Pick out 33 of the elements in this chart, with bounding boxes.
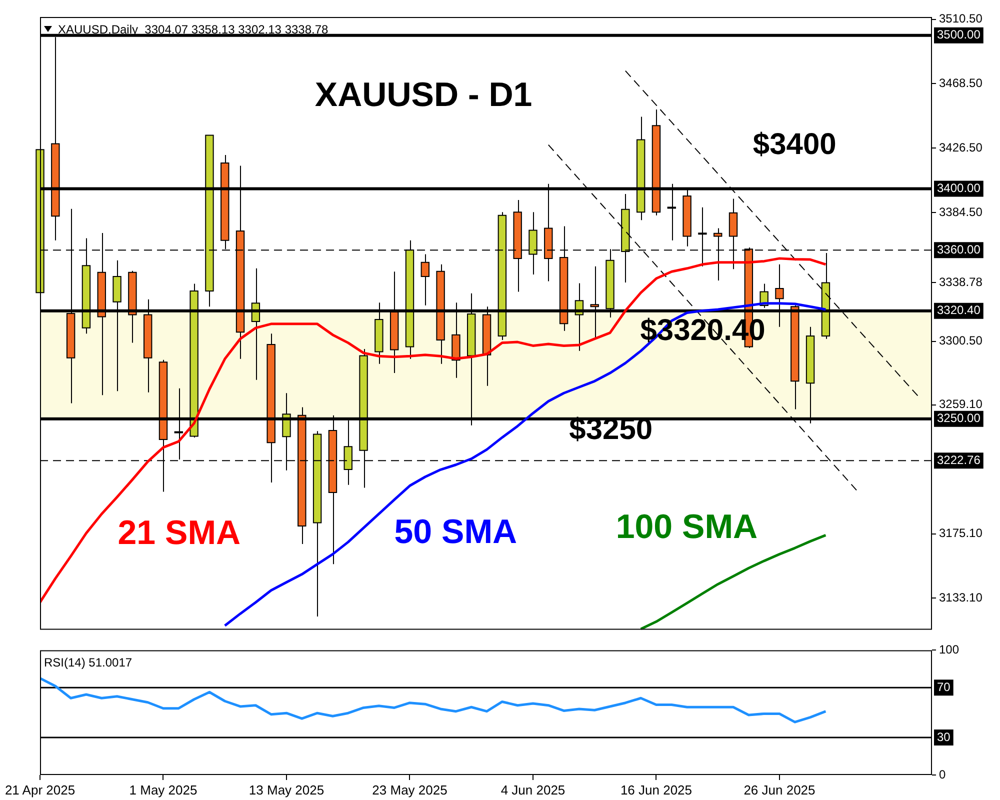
annotation: $3400 bbox=[752, 128, 836, 161]
ref-line-label: 3222.76 bbox=[937, 452, 981, 467]
x-tick-label: 16 Jun 2025 bbox=[620, 782, 692, 798]
series-label: 21 SMA bbox=[118, 514, 241, 552]
y-tick-label: 100 bbox=[939, 642, 960, 657]
y-tick-label: 3175.10 bbox=[939, 526, 983, 540]
ref-line-label: 3250.00 bbox=[937, 411, 981, 426]
x-tick-label: 21 Apr 2025 bbox=[4, 782, 76, 798]
y-tick-label: 3384.50 bbox=[939, 204, 983, 219]
y-tick-label: 3510.50 bbox=[939, 12, 983, 26]
ref-line-label: 70 bbox=[937, 680, 951, 694]
series-label: 50 SMA bbox=[394, 512, 518, 551]
x-tick-label: 23 May 2025 bbox=[372, 782, 448, 798]
x-tick-label: 13 May 2025 bbox=[248, 782, 324, 798]
y-tick-label: 3133.10 bbox=[939, 590, 983, 605]
y-tick-label: 3259.10 bbox=[939, 397, 983, 412]
series-label: 100 SMA bbox=[616, 508, 758, 546]
y-tick-label: 3338.78 bbox=[939, 275, 983, 290]
y-tick-label: 0 bbox=[939, 767, 946, 782]
y-tick-label: 3300.50 bbox=[939, 334, 983, 348]
ref-line-label: 3360.00 bbox=[937, 242, 981, 256]
y-tick-label: 3468.50 bbox=[939, 76, 983, 90]
text: RSI(14) 51.0017 bbox=[44, 656, 132, 670]
x-tick-label: 4 Jun 2025 bbox=[500, 782, 566, 798]
ref-line-label: 3320.40 bbox=[937, 303, 981, 318]
ref-line-label: 3500.00 bbox=[937, 28, 981, 42]
x-tick-label: 26 Jun 2025 bbox=[744, 782, 816, 798]
ref-line-label: 30 bbox=[937, 730, 951, 744]
text: XAUUSD - D1 bbox=[314, 76, 532, 114]
x-tick-label: 1 May 2025 bbox=[129, 782, 198, 798]
ref-line-label: 3400.00 bbox=[937, 181, 981, 196]
text: XAUUSD,Daily 3304.07 3358.13 3302.13 3338.78 bbox=[58, 22, 329, 36]
y-tick-label: 3426.50 bbox=[939, 140, 983, 154]
